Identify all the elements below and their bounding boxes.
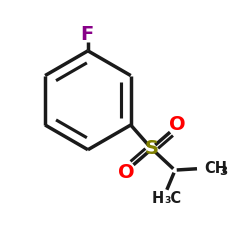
Text: O: O: [118, 163, 134, 182]
Text: 3: 3: [219, 165, 227, 178]
Text: H: H: [152, 191, 164, 206]
Text: S: S: [145, 139, 159, 158]
Text: ₃C: ₃C: [164, 191, 181, 206]
Text: F: F: [80, 25, 93, 44]
Text: O: O: [169, 115, 186, 134]
Text: CH: CH: [204, 161, 228, 176]
